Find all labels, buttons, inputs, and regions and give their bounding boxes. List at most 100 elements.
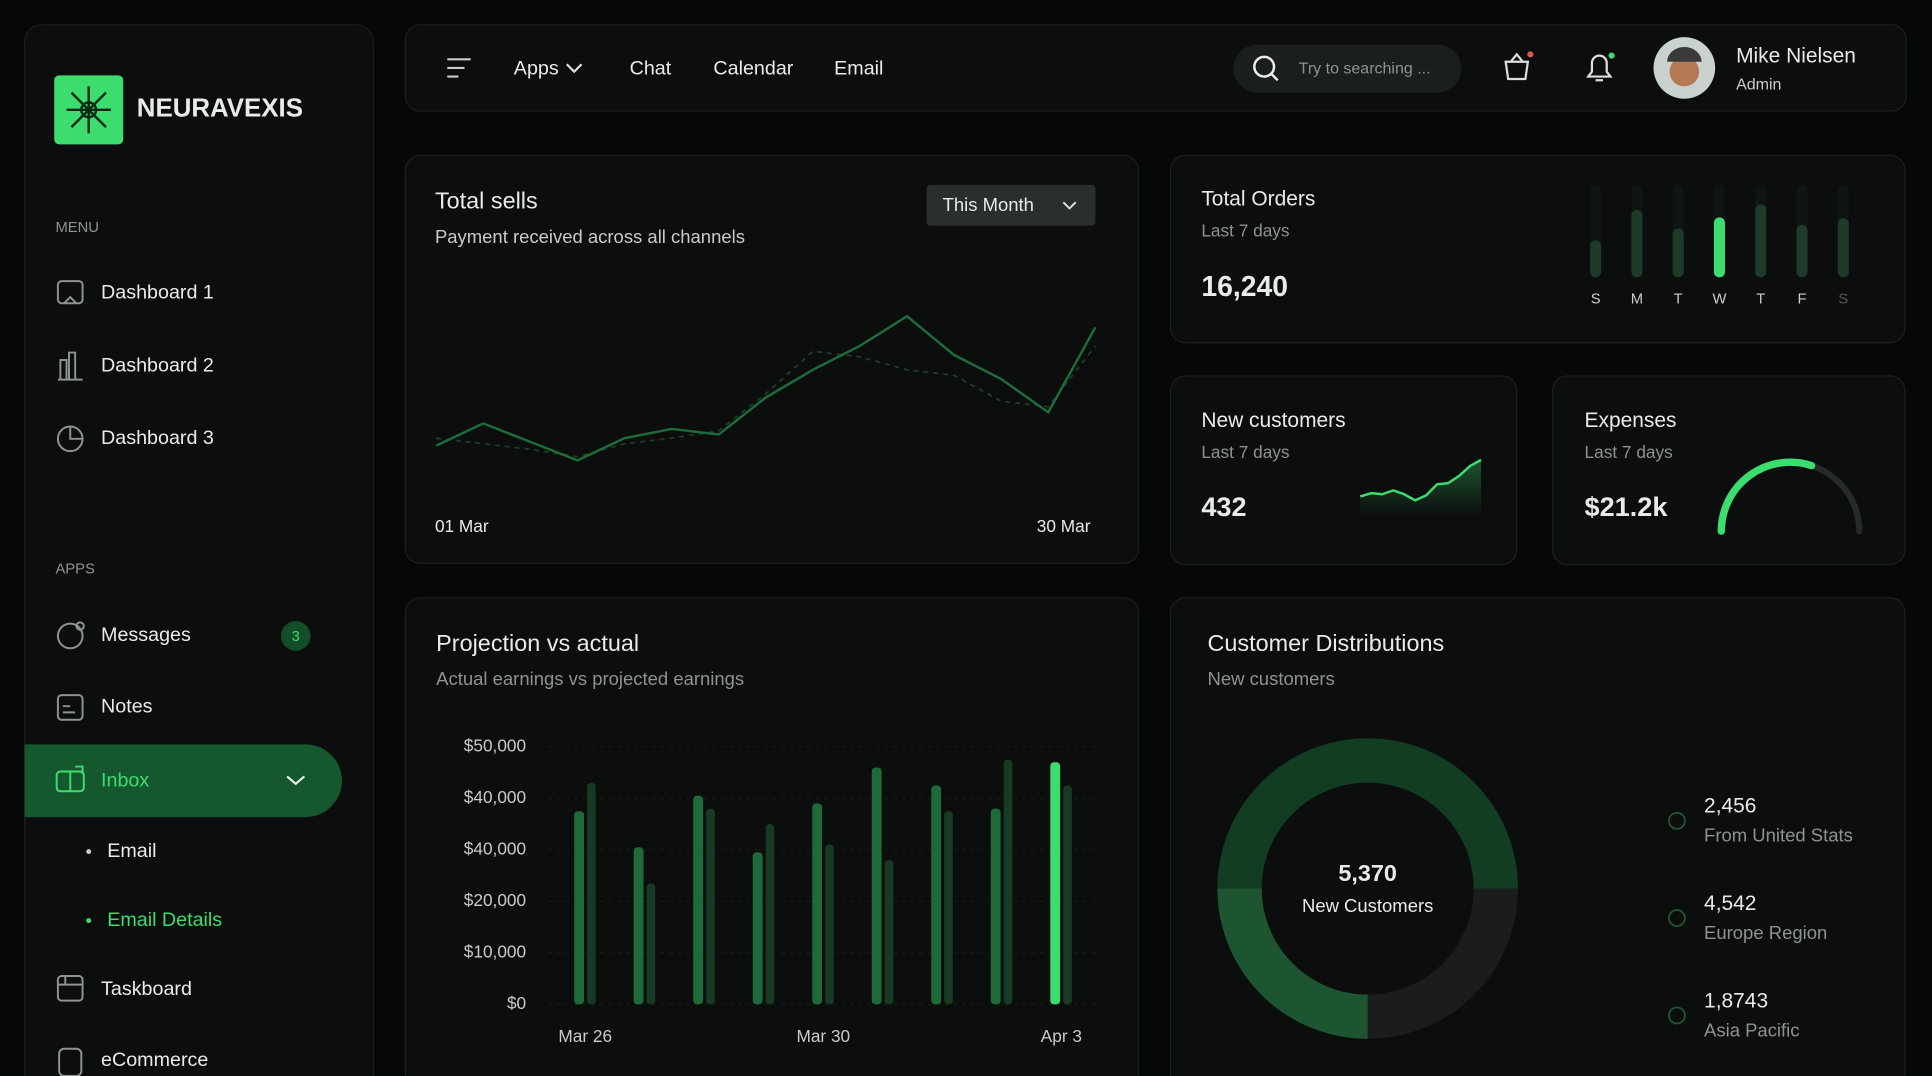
filter-label: This Month (943, 194, 1034, 215)
app-item[interactable]: Inbox (101, 770, 149, 792)
user-name: Mike Nielsen (1736, 44, 1856, 67)
legend-dot (1668, 909, 1686, 928)
bullet (86, 849, 92, 855)
card-title: Expenses (1585, 409, 1677, 432)
cart-icon[interactable] (1504, 52, 1530, 81)
bar (646, 883, 656, 1005)
nav-item[interactable]: Chat (630, 57, 672, 79)
bar (931, 785, 942, 1005)
spark-line (1359, 458, 1482, 502)
bell-icon[interactable] (1586, 54, 1613, 82)
x-tick-label: Mar 30 (796, 1026, 850, 1046)
nav-item[interactable]: Calendar (713, 57, 793, 79)
apps-title: APPS (55, 561, 95, 577)
search-placeholder: Try to searching ... (1299, 60, 1431, 77)
menu-item[interactable]: Dashboard 3 (101, 427, 214, 449)
bar (765, 824, 775, 1005)
nav-item[interactable]: Apps (514, 57, 559, 79)
nav-item[interactable]: Email (834, 57, 883, 79)
bullet (86, 918, 92, 924)
card (1169, 597, 1906, 1076)
search[interactable] (1233, 44, 1462, 93)
legend-label: Europe Region (1704, 922, 1827, 943)
bar (1837, 218, 1849, 278)
bar (1063, 785, 1072, 1005)
card-subtitle: Payment received across all channels (435, 226, 745, 247)
bar (1755, 204, 1767, 278)
bar (990, 808, 1001, 1005)
sub-item[interactable]: Email Details (107, 909, 222, 931)
bar (1796, 224, 1808, 278)
card-subtitle: Last 7 days (1201, 220, 1289, 240)
bar (752, 852, 763, 1005)
y-tick-label: $20,000 (464, 890, 526, 910)
menu-title: MENU (55, 220, 98, 236)
badge (280, 621, 311, 651)
legend-dot (1668, 1006, 1686, 1025)
legend-dot (1668, 811, 1686, 830)
menu-toggle[interactable] (447, 58, 471, 78)
bar (825, 844, 834, 1005)
day-label: W (1712, 291, 1726, 307)
y-tick-label: $40,000 (464, 838, 526, 858)
kpi-value: $21.2k (1585, 491, 1669, 522)
card-title: Customer Distributions (1208, 630, 1445, 656)
bar (944, 811, 953, 1005)
card (1551, 375, 1906, 566)
donut-label: New Customers (1302, 895, 1433, 916)
bar (693, 795, 704, 1005)
day-label: F (1797, 291, 1806, 307)
bar (574, 811, 585, 1005)
x-tick-label: Mar 26 (558, 1026, 612, 1046)
day-label: M (1631, 291, 1643, 307)
card-title: New customers (1201, 409, 1345, 432)
x-end: 30 Mar (1037, 516, 1091, 536)
chevron (566, 63, 583, 74)
bar (871, 767, 882, 1005)
x-start: 01 Mar (435, 516, 489, 536)
app-item[interactable]: Notes (101, 696, 153, 718)
x-tick-label: Apr 3 (1041, 1026, 1082, 1046)
sales-line (435, 314, 1097, 462)
app-item[interactable]: eCommerce (101, 1049, 208, 1071)
spark-area (1360, 459, 1482, 516)
gauge-value (1717, 458, 1816, 535)
card (404, 154, 1140, 564)
sales-line (436, 345, 1097, 458)
card-subtitle: New customers (1208, 668, 1335, 689)
inbox-icon (55, 765, 85, 793)
day-label: T (1674, 291, 1683, 307)
app-item[interactable]: Messages (101, 624, 191, 646)
donut-segment (1217, 887, 1369, 1039)
card-subtitle: Last 7 days (1201, 442, 1289, 462)
active-item[interactable] (24, 744, 342, 818)
legend-value: 1,8743 (1704, 989, 1768, 1012)
donut-segment (1367, 887, 1518, 1039)
badge-count: 3 (292, 629, 300, 645)
bar (1050, 762, 1061, 1005)
menu-item[interactable]: Dashboard 2 (101, 354, 214, 376)
avatar-hair (1667, 46, 1702, 62)
search-icon (1253, 55, 1279, 82)
sub-item[interactable]: Email (107, 840, 156, 862)
donut-value: 5,370 (1338, 860, 1397, 886)
menu-item[interactable]: Dashboard 1 (101, 282, 214, 304)
legend-label: Asia Pacific (1704, 1019, 1799, 1040)
donut-segment (1217, 738, 1518, 889)
avatar-face (1669, 56, 1700, 87)
card-subtitle: Actual earnings vs projected earnings (436, 668, 744, 689)
dot (1608, 52, 1615, 59)
day-label: S (1591, 291, 1601, 307)
legend-value: 4,542 (1704, 892, 1756, 915)
bar (706, 808, 715, 1005)
bar (633, 847, 644, 1005)
filter-button[interactable] (926, 184, 1096, 226)
card-title: Projection vs actual (436, 630, 639, 656)
legend-label: From United Stats (1704, 825, 1853, 846)
chevron (1062, 201, 1077, 210)
topbar (404, 24, 1907, 112)
app-item[interactable]: Taskboard (101, 978, 192, 1000)
bar (1003, 759, 1013, 1005)
bar (587, 782, 596, 1005)
